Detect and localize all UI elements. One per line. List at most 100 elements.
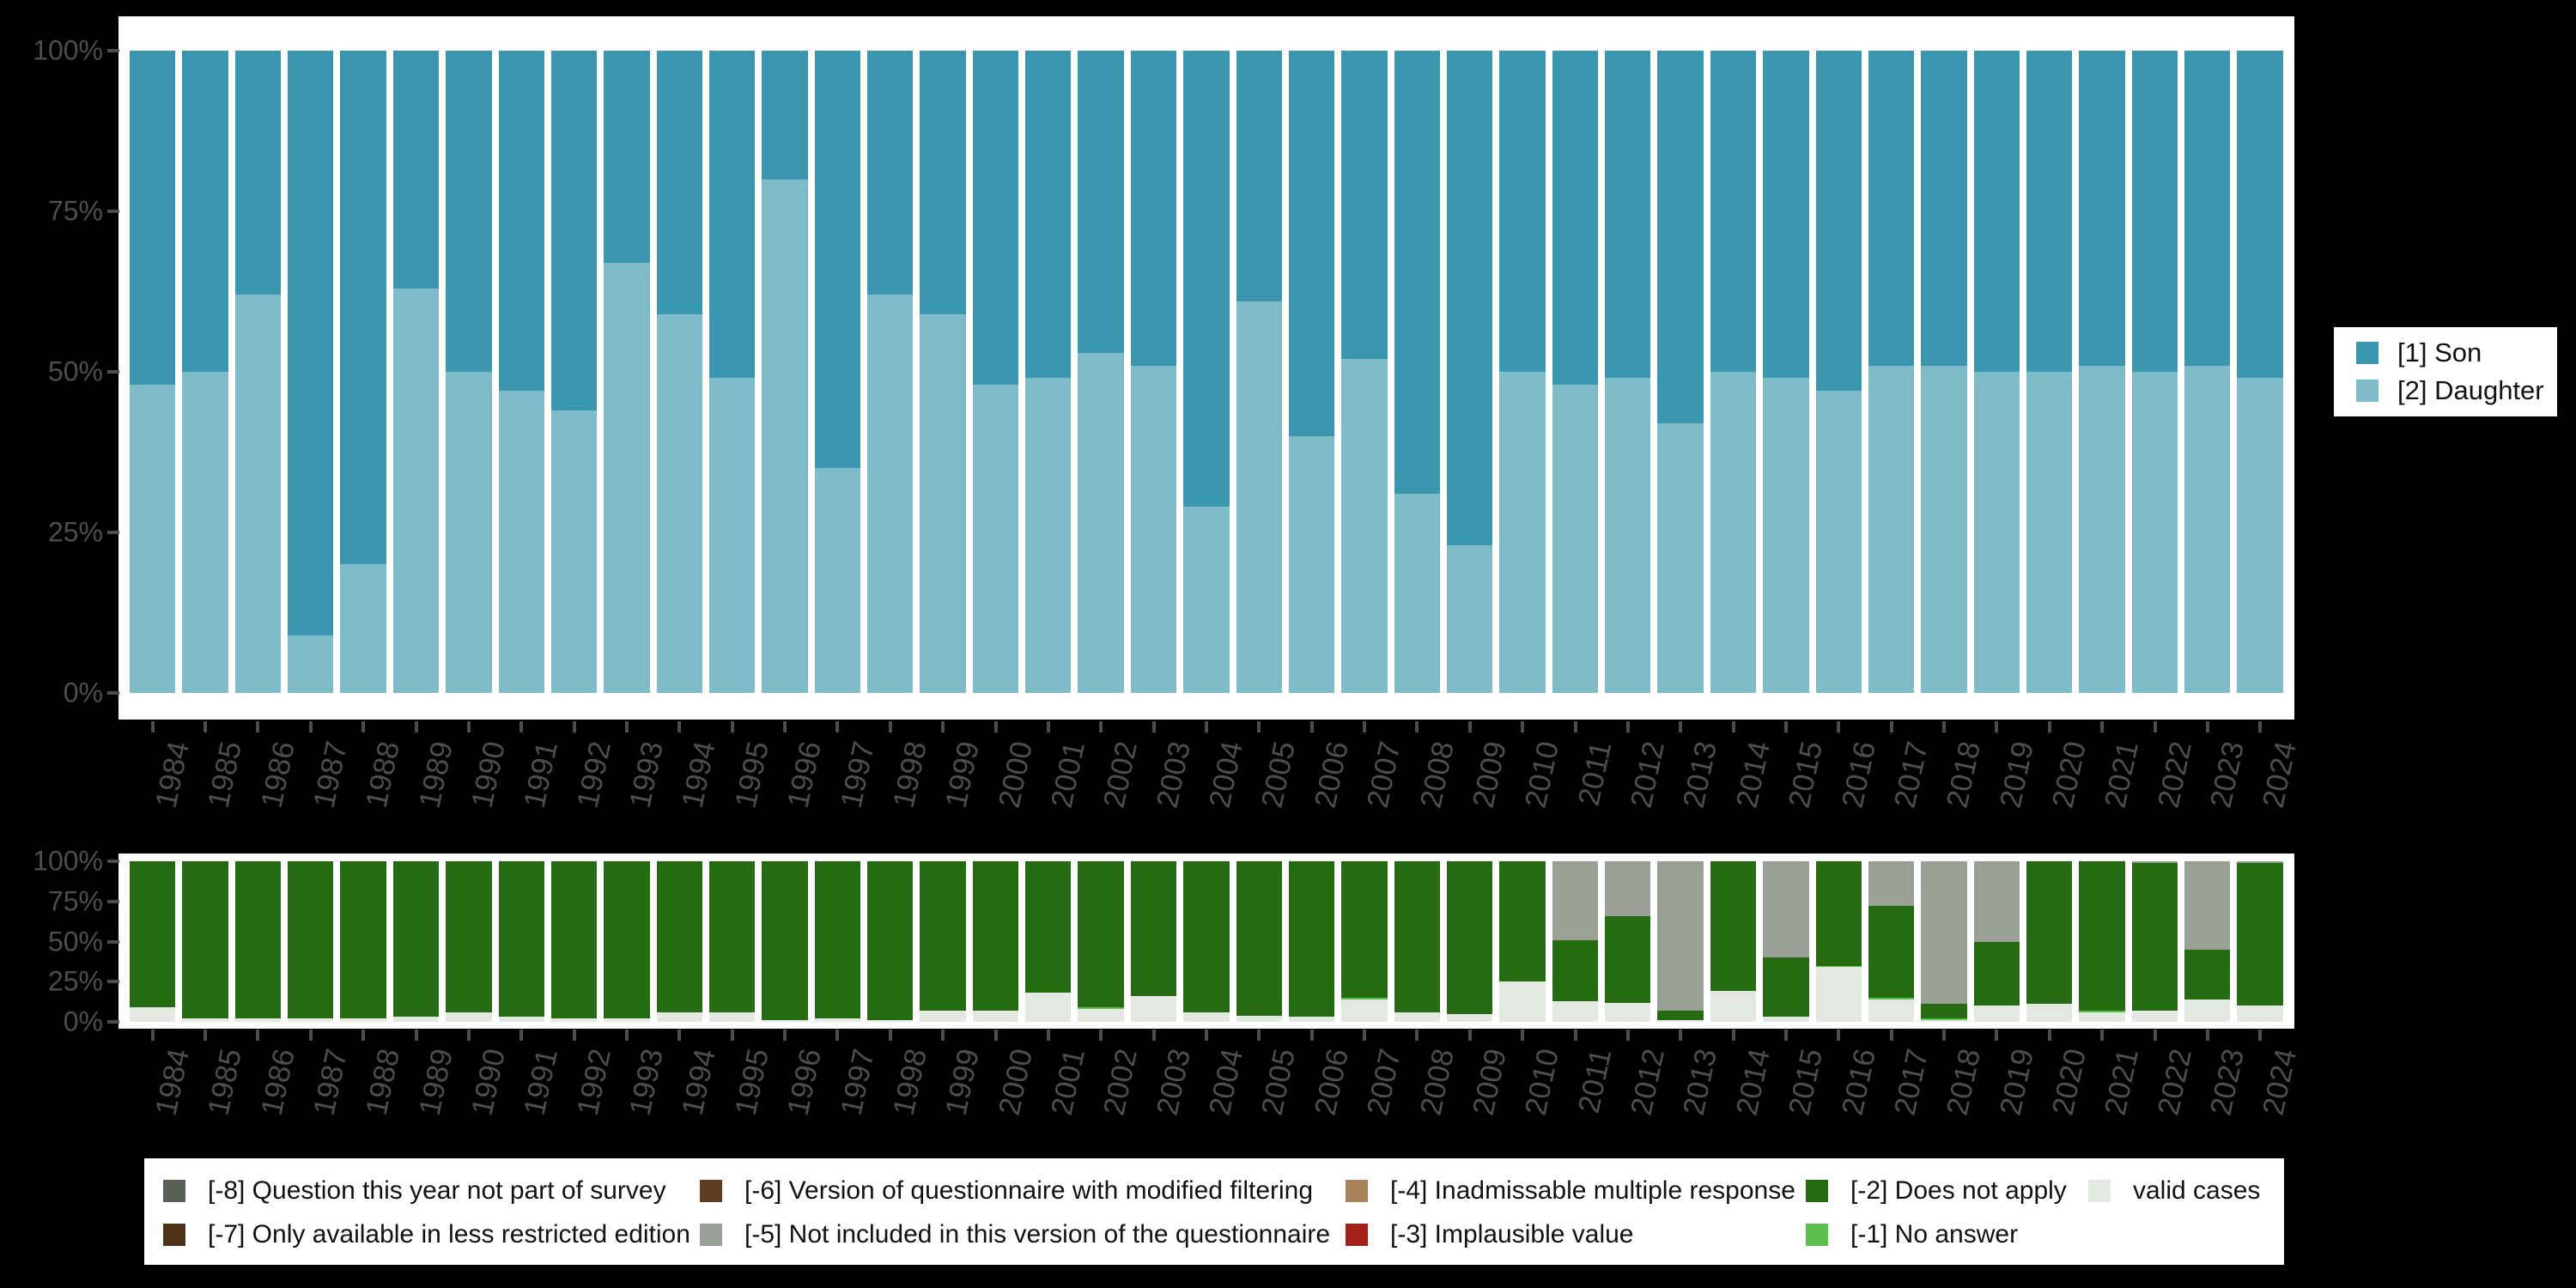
x-tick-mark xyxy=(1257,721,1261,732)
segment--2-does-not-apply xyxy=(656,861,702,1012)
x-tick-mark xyxy=(1942,1030,1947,1041)
x-tick-mark xyxy=(2153,721,2157,732)
segment--2-daughter xyxy=(2079,365,2125,693)
segment--1-no-answer xyxy=(1078,1007,1124,1010)
segment--1-son xyxy=(1973,51,2020,372)
segment-valid-cases xyxy=(1130,996,1177,1022)
bar-2024 xyxy=(2233,51,2286,693)
year-label: 2002 xyxy=(1097,1046,1145,1119)
segment--2-daughter xyxy=(1815,391,1862,693)
segment--2-does-not-apply xyxy=(1710,861,1757,992)
segment--1-no-answer xyxy=(1921,1018,1967,1021)
bar-2011 xyxy=(1549,51,1601,693)
segment--2-does-not-apply xyxy=(920,861,966,1011)
year-label: 2014 xyxy=(1729,738,1777,811)
legend-item: [2] Daughter xyxy=(2356,375,2557,406)
year-label: 2019 xyxy=(1993,1046,2040,1119)
x-tick-mark xyxy=(1046,1030,1050,1041)
x-tick-mark xyxy=(1679,1030,1683,1041)
x-tick-mark xyxy=(941,1030,945,1041)
x-tick-mark xyxy=(361,721,366,732)
bar-2012 xyxy=(1601,861,1654,1022)
segment--2-does-not-apply xyxy=(1605,915,1651,1003)
segment--1-son xyxy=(762,51,808,179)
legend-swatch xyxy=(1346,1180,1368,1202)
segment--1-son xyxy=(1446,51,1493,545)
x-tick-mark xyxy=(1363,1030,1367,1041)
year-label: 2001 xyxy=(1044,1046,1092,1119)
x-tick-mark xyxy=(204,721,208,732)
x-tick-mark xyxy=(1942,721,1947,732)
segment--2-daughter xyxy=(1605,378,1651,693)
segment--1-son xyxy=(972,51,1019,385)
bar-1997 xyxy=(811,51,864,693)
segment--2-daughter xyxy=(1288,435,1335,693)
bar-1990 xyxy=(442,51,495,693)
segment-valid-cases xyxy=(1552,1000,1599,1022)
segment--2-daughter xyxy=(656,313,702,693)
segment-valid-cases xyxy=(1973,1005,2020,1022)
bar-2019 xyxy=(1971,861,2023,1022)
year-label: 1992 xyxy=(570,738,617,811)
segment--1-son xyxy=(1868,51,1915,366)
segment-valid-cases xyxy=(2079,1012,2125,1022)
bar-2021 xyxy=(2075,51,2128,693)
legend-label: [2] Daughter xyxy=(2397,375,2544,405)
segment--2-does-not-apply xyxy=(1868,906,1915,998)
segment-valid-cases xyxy=(1236,1015,1282,1022)
segment--2-daughter xyxy=(446,372,492,693)
x-tick-mark xyxy=(204,1030,208,1041)
x-tick-mark xyxy=(677,1030,682,1041)
year-label: 2015 xyxy=(1782,738,1830,811)
segment--2-daughter xyxy=(1446,544,1493,693)
year-label: 2013 xyxy=(1677,1046,1724,1119)
x-tick-mark xyxy=(835,721,840,732)
x-tick-mark xyxy=(1467,721,1472,732)
segment--1-son xyxy=(1288,51,1335,436)
bar-2016 xyxy=(1813,861,1865,1022)
x-tick-mark xyxy=(1889,721,1893,732)
legend-swatch xyxy=(700,1224,722,1246)
x-tick-mark xyxy=(1625,721,1630,732)
year-label: 2010 xyxy=(1518,738,1566,811)
segment--2-daughter xyxy=(814,468,861,693)
year-label: 2011 xyxy=(1571,1046,1619,1116)
x-tick-mark xyxy=(1995,1030,1999,1041)
segment--1-son xyxy=(1025,51,1072,379)
year-label: 2006 xyxy=(1308,738,1355,811)
bar-1988 xyxy=(337,51,389,693)
bar-1993 xyxy=(600,51,653,693)
segment--2-does-not-apply xyxy=(762,861,808,1021)
year-label: 2016 xyxy=(1835,1046,1882,1119)
year-label: 1999 xyxy=(939,738,987,811)
y-tick-mark xyxy=(107,1020,119,1024)
segment--2-does-not-apply xyxy=(130,861,176,1008)
legend-swatch xyxy=(163,1224,185,1246)
segment--2-daughter xyxy=(1078,352,1124,693)
segment--1-son xyxy=(1763,51,1809,379)
segment--2-does-not-apply xyxy=(550,861,598,1019)
bar-2003 xyxy=(1127,51,1180,693)
y-tick-mark xyxy=(107,691,119,695)
segment--2-daughter xyxy=(182,372,228,693)
year-label: 1991 xyxy=(518,738,565,811)
y-tick-label: 25% xyxy=(47,516,103,548)
segment--2-daughter xyxy=(392,288,440,693)
segment-valid-cases xyxy=(1446,1013,1493,1022)
y-tick-label: 0% xyxy=(63,677,103,708)
legend-swatch xyxy=(1806,1224,1828,1246)
x-tick-mark xyxy=(2100,1030,2105,1041)
bar-2006 xyxy=(1285,51,1338,693)
bar-2010 xyxy=(1496,51,1548,693)
segment-valid-cases xyxy=(920,1010,966,1022)
x-tick-mark xyxy=(1415,721,1419,732)
legend-label: [-1] No answer xyxy=(1850,1220,2019,1249)
year-label: 1997 xyxy=(834,738,881,811)
segment--2-does-not-apply xyxy=(1394,861,1440,1012)
x-tick-mark xyxy=(150,721,155,732)
bar-2013 xyxy=(1654,861,1706,1022)
segment-valid-cases xyxy=(498,1017,544,1022)
year-label: 2020 xyxy=(2045,1046,2093,1119)
segment--2-daughter xyxy=(762,179,808,693)
x-tick-mark xyxy=(519,721,524,732)
